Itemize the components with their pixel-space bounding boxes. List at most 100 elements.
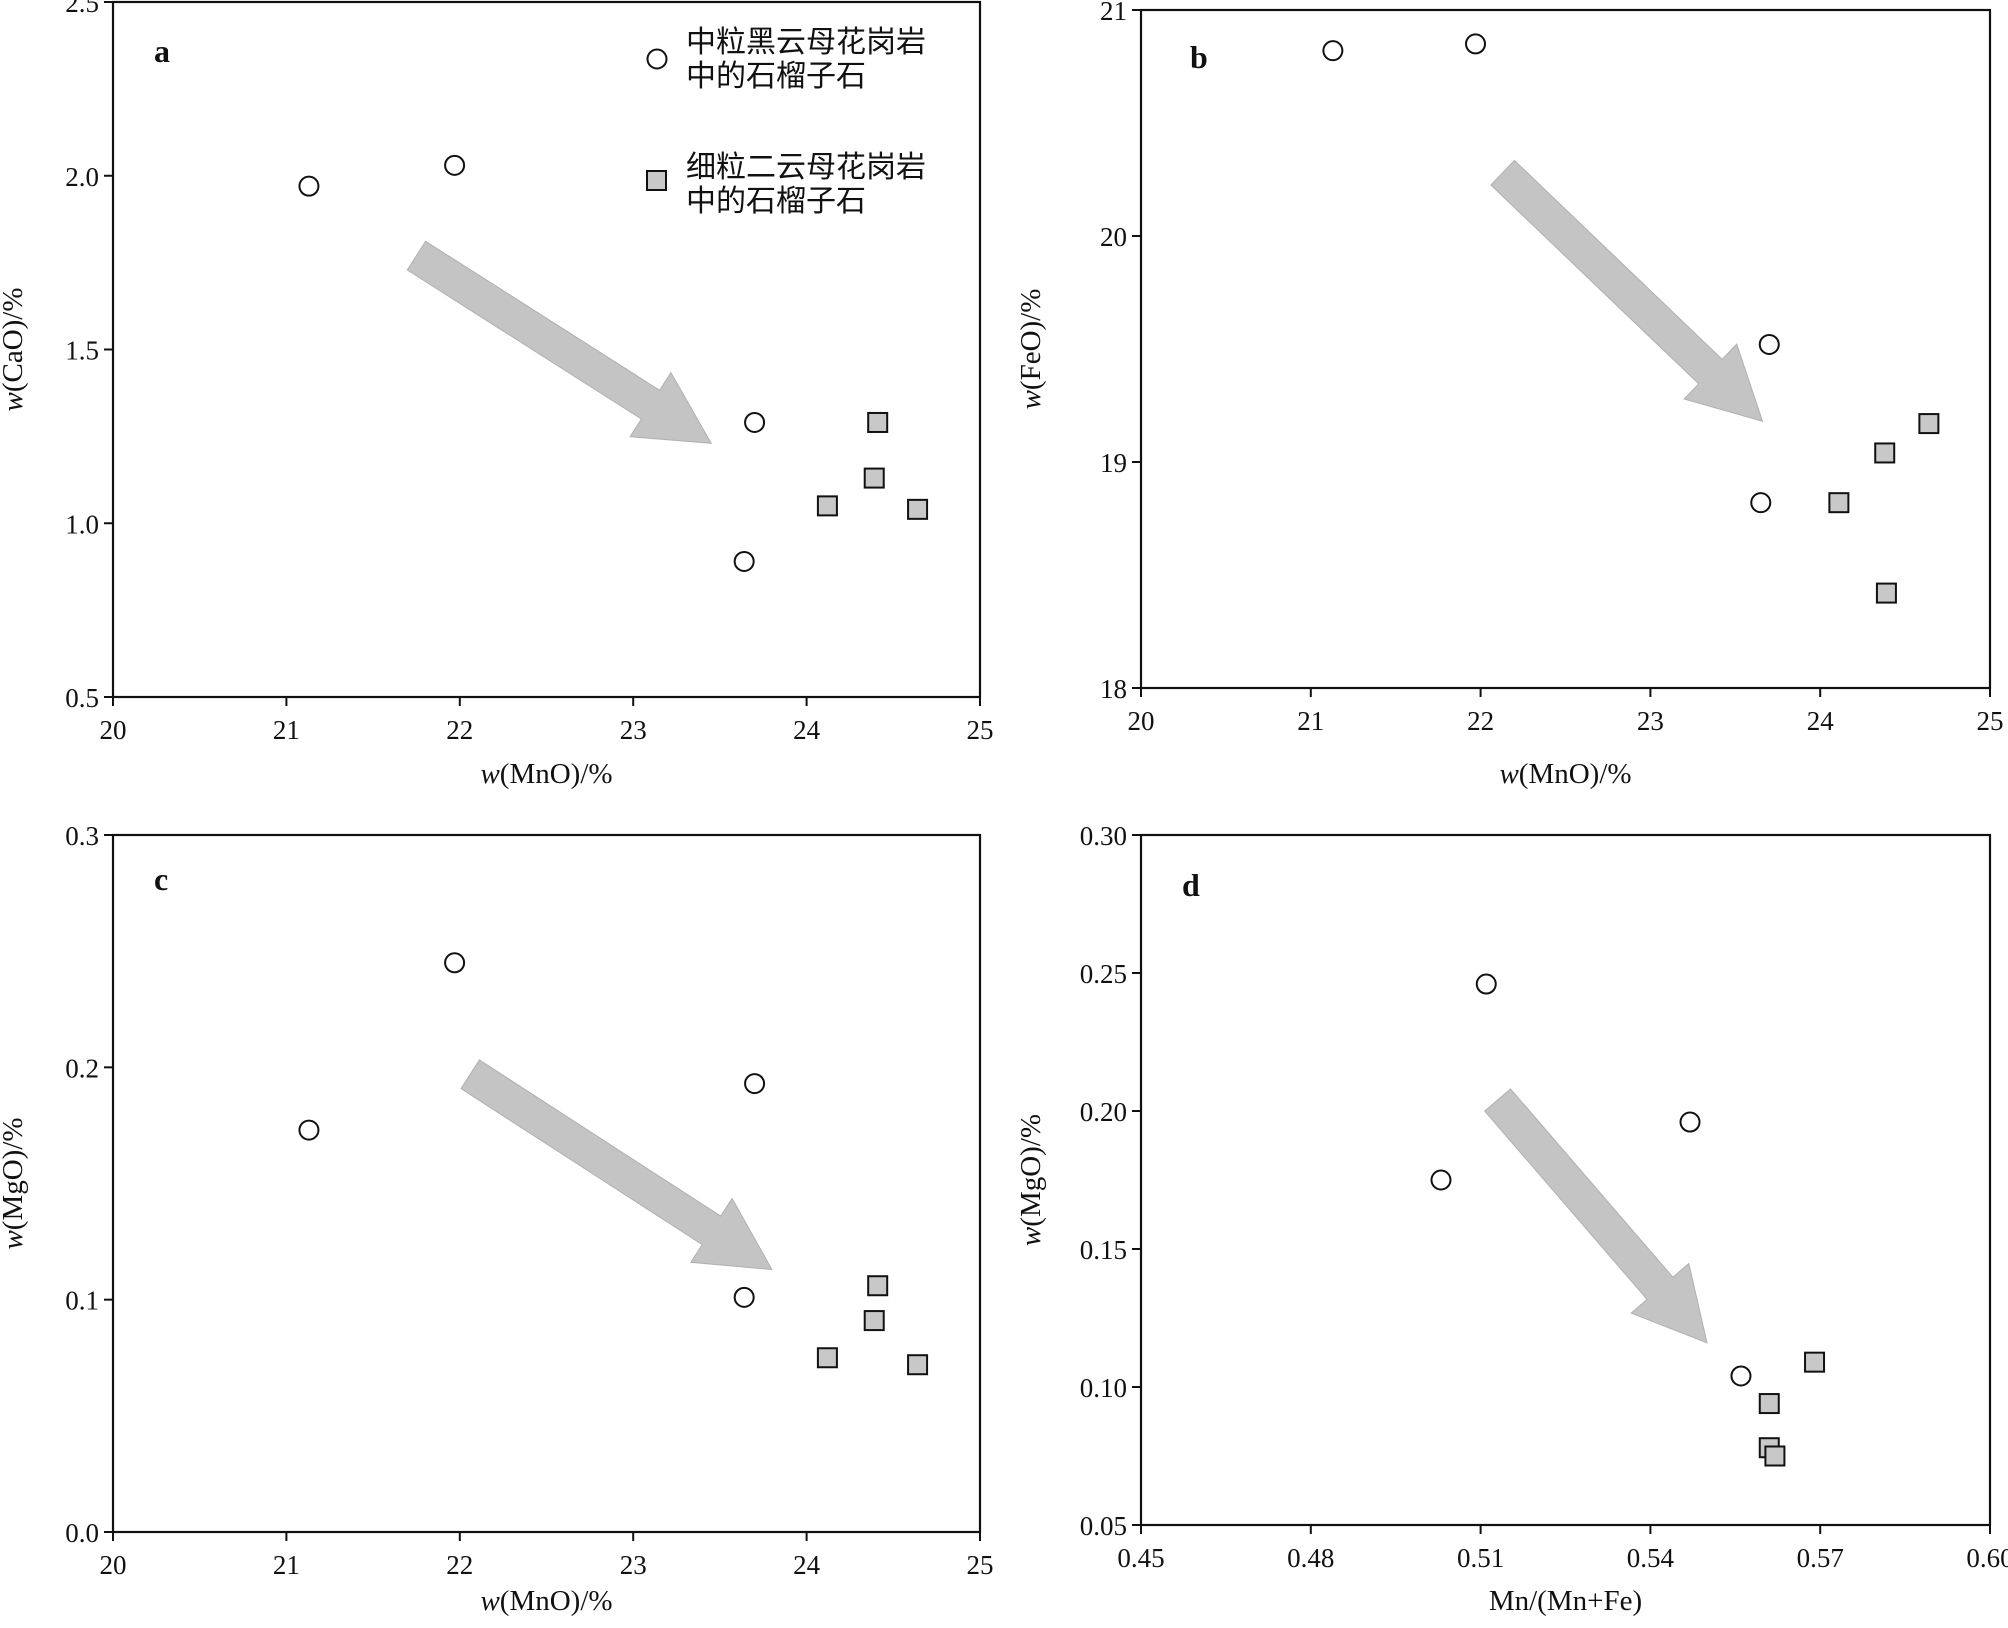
data-point-circle — [733, 550, 755, 572]
y-axis-label-text: (MgO)/% — [1015, 1114, 1047, 1227]
y-tick-label: 0.05 — [1080, 1511, 1127, 1541]
x-axis-label: w(MnO)/% — [1499, 758, 1631, 790]
x-axis-label-italic: w — [480, 1585, 500, 1617]
panel-a: 20 21 22 23 24 250.51.01.52.02.5w(MnO)/%w(CaO… — [0, 0, 994, 790]
trend-arrow — [406, 240, 713, 444]
legend-circle-line1: 中粒黑云母花岗岩 — [686, 25, 926, 60]
x-axis-label: w(MnO)/% — [480, 1585, 612, 1617]
x-tick-label: 22 — [446, 715, 473, 745]
plot-frame — [1139, 8, 1992, 690]
x-tick-label: 24 — [793, 1550, 821, 1580]
y-axis-label: w(MgO)/% — [1015, 1114, 1047, 1246]
data-point-circle — [444, 952, 466, 974]
y-tick-label: 0.30 — [1080, 821, 1127, 851]
y-tick-label: 19 — [1100, 448, 1127, 478]
data-point-circle — [744, 1073, 766, 1095]
y-tick-label: 21 — [1100, 0, 1127, 26]
data-point-square — [907, 498, 929, 520]
legend-circle-marker — [646, 48, 668, 70]
panel-letter: d — [1182, 867, 1200, 903]
y-tick-label: 0.25 — [1080, 959, 1127, 989]
data-point-circle — [1730, 1365, 1752, 1387]
y-axis-label-italic: w — [0, 392, 29, 412]
y-tick-label: 2.5 — [65, 0, 99, 18]
x-axis-label-text: (MnO)/% — [500, 1585, 613, 1617]
y-axis-label: w(FeO)/% — [1015, 289, 1047, 410]
y-tick-label: 20 — [1100, 222, 1127, 252]
y-tick-label: 0.15 — [1080, 1235, 1127, 1265]
plot-frame — [1139, 833, 1992, 1527]
x-tick-label: 20 — [100, 715, 127, 745]
data-point-circle — [1322, 40, 1344, 62]
x-tick-label: 24 — [793, 715, 821, 745]
data-point-circle — [1465, 33, 1487, 55]
x-tick-label: 21 — [273, 1550, 300, 1580]
legend: 中粒黑云母花岗岩 中的石榴子石 细粒二云母花岗岩 中的石榴子石 — [646, 25, 926, 219]
y-tick-label: 1.0 — [65, 509, 99, 539]
data-point-circle — [1758, 333, 1780, 355]
data-point-circle — [1430, 1169, 1452, 1191]
x-tick-label: 23 — [620, 1550, 647, 1580]
y-axis-label: w(CaO)/% — [0, 287, 29, 411]
data-point-square — [863, 467, 885, 489]
legend-square-line1: 细粒二云母花岗岩 — [686, 150, 926, 185]
panel-letter: c — [154, 861, 168, 897]
x-axis-label: w(MnO)/% — [480, 758, 612, 790]
x-tick-label: 25 — [967, 715, 994, 745]
y-tick-label: 2.0 — [65, 162, 99, 192]
x-tick-label: 0.60 — [1966, 1543, 2008, 1573]
legend-square-marker — [646, 170, 667, 191]
data-point-square — [1804, 1351, 1826, 1373]
x-tick-label: 23 — [620, 715, 647, 745]
data-point-circle — [298, 1119, 320, 1141]
y-tick-label: 18 — [1100, 674, 1127, 704]
trend-arrow — [1490, 159, 1764, 423]
data-point-square — [816, 1347, 838, 1369]
data-point-square — [1758, 1393, 1780, 1415]
x-tick-label: 25 — [1977, 706, 2004, 736]
y-tick-label: 0.0 — [65, 1518, 99, 1548]
x-axis-label: Mn/(Mn+Fe) — [1489, 1585, 1642, 1617]
data-point-circle — [744, 411, 766, 433]
data-point-square — [1828, 492, 1850, 514]
y-axis-label-italic: w — [0, 1230, 29, 1250]
panel-letter: b — [1190, 39, 1208, 75]
panel-letter: a — [154, 33, 170, 69]
data-point-circle — [1475, 973, 1497, 995]
data-point-circle — [298, 175, 320, 197]
y-axis-label-text: (MgO)/% — [0, 1117, 29, 1230]
data-point-square — [867, 1275, 889, 1297]
x-axis-label-text: (MnO)/% — [1519, 758, 1632, 790]
panel-d: 0.45 0.48 0.51 0.54 0.57 0.60 0.05 0.10 0.15 0.20… — [1015, 821, 2008, 1617]
x-tick-label: 0.48 — [1287, 1543, 1334, 1573]
data-point-circle — [733, 1286, 755, 1308]
data-point-square — [1764, 1445, 1786, 1467]
legend-circle-line2: 中的石榴子石 — [686, 59, 866, 94]
y-tick-label: 0.2 — [65, 1053, 99, 1083]
data-point-circle — [444, 154, 466, 176]
data-point-square — [816, 495, 838, 517]
x-axis-label-italic: w — [1499, 758, 1519, 790]
y-axis-label-text: (CaO)/% — [0, 287, 29, 392]
x-axis-label-text: Mn/(Mn+Fe) — [1489, 1585, 1642, 1617]
data-point-circle — [1750, 492, 1772, 514]
y-axis-label-text: (FeO)/% — [1015, 289, 1047, 390]
plot-frame — [111, 833, 982, 1534]
x-tick-label: 20 — [1128, 706, 1155, 736]
legend-square-line2: 中的石榴子石 — [686, 184, 866, 219]
panel-c: 20 21 22 23 24 250.00.10.20.3w(MnO)/%w(MgO)/%… — [0, 821, 994, 1617]
y-tick-label: 0.1 — [65, 1286, 99, 1316]
x-tick-label: 24 — [1807, 706, 1835, 736]
x-axis-label-text: (MnO)/% — [500, 758, 613, 790]
x-tick-label: 25 — [967, 1550, 994, 1580]
y-tick-label: 0.20 — [1080, 1097, 1127, 1127]
x-tick-label: 21 — [273, 715, 300, 745]
x-tick-label: 0.57 — [1797, 1543, 1844, 1573]
data-point-square — [867, 411, 889, 433]
y-tick-label: 1.5 — [65, 336, 99, 366]
data-point-square — [1874, 442, 1896, 464]
x-tick-label: 0.54 — [1627, 1543, 1675, 1573]
y-tick-label: 0.3 — [65, 821, 99, 851]
